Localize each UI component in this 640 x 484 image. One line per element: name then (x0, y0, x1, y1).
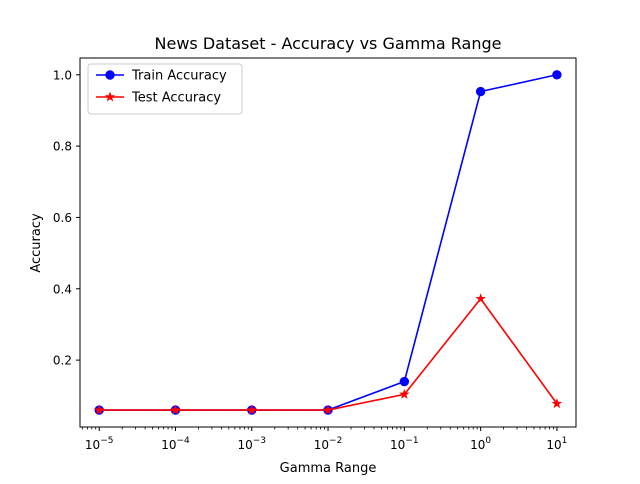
y-tick-label-1: 0.4 (53, 282, 72, 296)
chart-legend: Train Accuracy Test Accuracy (87, 63, 243, 115)
plot-area: 10−5 10−4 10−3 10−2 10−1 100 101 0.2 0.4 0.6 0.8 1.… (53, 57, 577, 452)
x-tick-label-2: 10−3 (237, 436, 266, 452)
legend-label-0: Train Accuracy (131, 69, 227, 84)
y-axis-label: Accuracy (29, 213, 44, 273)
series-1-marker-5 (475, 293, 486, 304)
series-1-marker-3 (322, 404, 334, 415)
series-1-marker-6 (551, 398, 563, 409)
series-1-marker-1 (170, 404, 181, 415)
series-0-marker-6 (552, 70, 562, 80)
x-tick-label-0: 10−5 (85, 436, 114, 452)
y-tick-label-4: 1.0 (53, 68, 72, 82)
legend-label-1: Test Accuracy (131, 91, 221, 106)
series-0-marker-4 (399, 376, 410, 387)
chart-title: News Dataset - Accuracy vs Gamma Range (155, 34, 502, 53)
legend-marker-0 (105, 70, 115, 80)
x-tick-label-5: 100 (470, 436, 491, 452)
series-0-marker-5 (475, 86, 486, 97)
series-1-marker-2 (246, 404, 257, 415)
x-axis-label: Gamma Range (280, 461, 377, 476)
legend-marker-1 (104, 91, 116, 102)
x-tick-label-3: 10−2 (314, 436, 343, 452)
legend-box (87, 63, 243, 115)
y-tick-label-3: 0.8 (53, 140, 72, 154)
y-tick-label-0: 0.2 (53, 354, 72, 368)
x-tick-label-4: 10−1 (390, 436, 419, 452)
y-tick-label-2: 0.6 (53, 211, 72, 225)
series-1-marker-0 (93, 404, 105, 415)
x-tick-label-6: 101 (546, 436, 567, 452)
x-tick-label-1: 10−4 (161, 436, 190, 452)
series-1-marker-4 (399, 388, 410, 399)
